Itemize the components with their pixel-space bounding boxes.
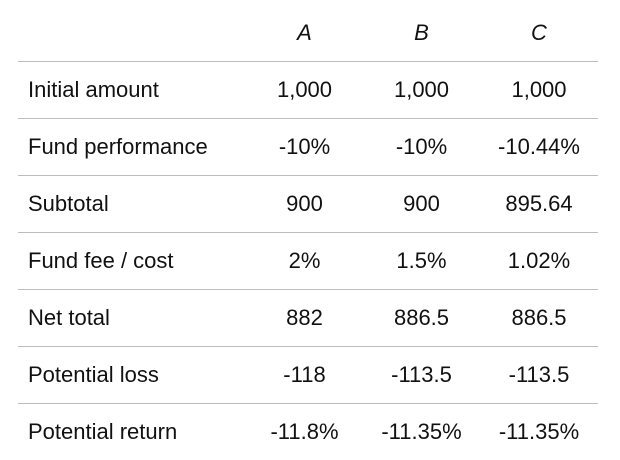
- cell-c: -113.5: [480, 347, 598, 404]
- table-header: A B C: [18, 4, 598, 62]
- row-label-net-total: Net total: [18, 290, 246, 347]
- row-label-potential-return: Potential return: [18, 404, 246, 460]
- header-column-a: A: [246, 4, 363, 62]
- cell-c: 1,000: [480, 62, 598, 119]
- header-column-c: C: [480, 4, 598, 62]
- row-label-subtotal: Subtotal: [18, 176, 246, 233]
- table-row: Potential loss -118 -113.5 -113.5: [18, 347, 598, 404]
- cell-a: -118: [246, 347, 363, 404]
- cell-a: 2%: [246, 233, 363, 290]
- cell-c: -11.35%: [480, 404, 598, 460]
- table-row: Subtotal 900 900 895.64: [18, 176, 598, 233]
- cell-c: 1.02%: [480, 233, 598, 290]
- cell-b: -11.35%: [363, 404, 480, 460]
- cell-b: -10%: [363, 119, 480, 176]
- row-label-fund-fee-cost: Fund fee / cost: [18, 233, 246, 290]
- table-row: Fund performance -10% -10% -10.44%: [18, 119, 598, 176]
- cell-b: 1,000: [363, 62, 480, 119]
- row-label-potential-loss: Potential loss: [18, 347, 246, 404]
- cell-b: 1.5%: [363, 233, 480, 290]
- row-label-initial-amount: Initial amount: [18, 62, 246, 119]
- table-row: Potential return -11.8% -11.35% -11.35%: [18, 404, 598, 460]
- table-body: Initial amount 1,000 1,000 1,000 Fund pe…: [18, 62, 598, 460]
- cell-b: 886.5: [363, 290, 480, 347]
- cell-a: 1,000: [246, 62, 363, 119]
- header-empty-cell: [18, 4, 246, 62]
- cell-c: 895.64: [480, 176, 598, 233]
- table-row: Net total 882 886.5 886.5: [18, 290, 598, 347]
- cell-c: -10.44%: [480, 119, 598, 176]
- table-row: Fund fee / cost 2% 1.5% 1.02%: [18, 233, 598, 290]
- header-row: A B C: [18, 4, 598, 62]
- cell-a: 882: [246, 290, 363, 347]
- fund-comparison-table: A B C Initial amount 1,000 1,000 1,000 F…: [18, 4, 598, 460]
- cell-b: -113.5: [363, 347, 480, 404]
- header-column-b: B: [363, 4, 480, 62]
- row-label-fund-performance: Fund performance: [18, 119, 246, 176]
- cell-a: 900: [246, 176, 363, 233]
- table-row: Initial amount 1,000 1,000 1,000: [18, 62, 598, 119]
- cell-a: -10%: [246, 119, 363, 176]
- cell-a: -11.8%: [246, 404, 363, 460]
- cell-b: 900: [363, 176, 480, 233]
- cell-c: 886.5: [480, 290, 598, 347]
